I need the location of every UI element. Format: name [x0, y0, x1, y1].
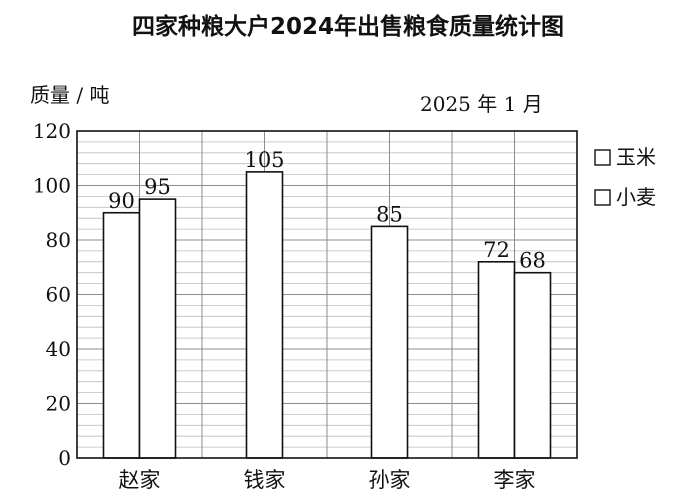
legend-label: 玉米	[616, 145, 656, 169]
bar	[138, 198, 177, 459]
bar	[477, 260, 516, 459]
data-label: 85	[376, 202, 403, 226]
bar	[513, 271, 552, 459]
x-tick-label: 钱家	[244, 468, 286, 492]
y-tick-label: 20	[46, 392, 71, 416]
chart-title: 四家种粮大户2024年出售粮食质量统计图	[132, 13, 564, 40]
bar	[370, 225, 409, 459]
axes	[76, 130, 578, 459]
legend-swatch	[594, 189, 611, 206]
data-label: 105	[244, 148, 284, 172]
y-axis-label: 质量 / 吨	[30, 83, 109, 107]
data-label: 68	[519, 249, 546, 273]
data-label: 95	[144, 175, 171, 199]
y-tick-label: 120	[33, 119, 71, 143]
y-tick-label: 100	[33, 174, 71, 198]
y-tick-label: 0	[58, 446, 71, 470]
legend-swatch	[594, 149, 611, 166]
data-label: 90	[108, 189, 135, 213]
plot-frame	[76, 130, 578, 459]
y-tick-label: 40	[46, 337, 71, 361]
y-tick-label: 60	[46, 283, 71, 307]
legend-label: 小麦	[616, 185, 656, 209]
y-tick-label: 80	[46, 228, 71, 252]
x-tick-label: 孙家	[369, 468, 411, 492]
date-note: 2025 年 1 月	[420, 92, 543, 116]
x-tick-label: 赵家	[119, 468, 161, 492]
y-tick-labels: 0 20 40 60 80 100 120	[33, 119, 71, 470]
data-label: 72	[483, 238, 510, 262]
bar	[245, 171, 284, 459]
x-tick-label: 李家	[494, 468, 536, 492]
data-labels: 90 95 105 85 72 68	[108, 148, 546, 273]
bars	[102, 171, 552, 459]
bar	[102, 211, 141, 459]
x-tick-labels: 赵家 钱家 孙家 李家	[119, 468, 536, 492]
